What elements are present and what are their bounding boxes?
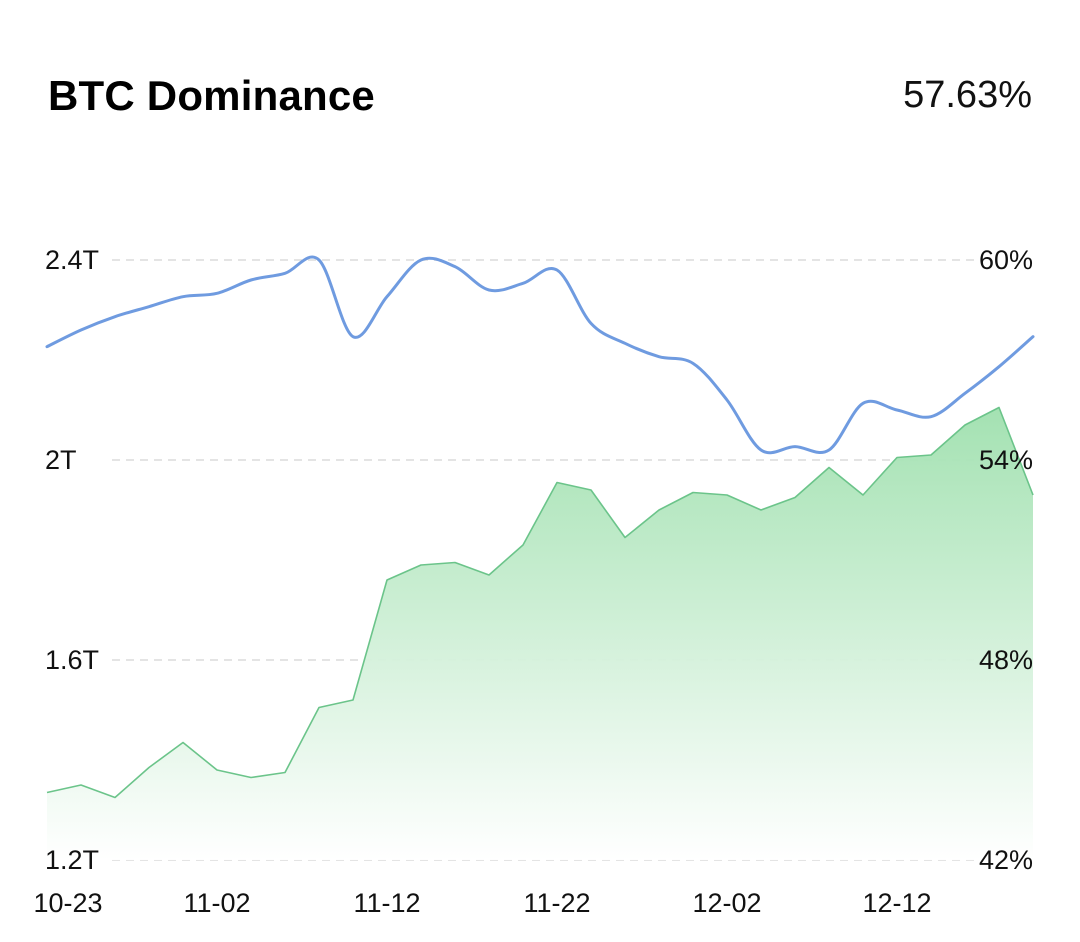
dominance-line-series — [45, 255, 1035, 455]
dominance-point — [760, 449, 762, 451]
dominance-point — [998, 366, 1000, 368]
dominance-point — [896, 409, 898, 411]
dominance-point — [726, 399, 728, 401]
market-cap-point — [488, 574, 490, 576]
right-axis-tick: 48% — [979, 645, 1033, 675]
dominance-point — [964, 393, 966, 395]
dominance-point — [624, 343, 626, 345]
market-cap-point — [522, 544, 524, 546]
chart-title: BTC Dominance — [48, 72, 375, 119]
dominance-point — [46, 346, 48, 348]
dominance-point — [590, 323, 592, 325]
x-axis-tick: 12-12 — [862, 888, 931, 918]
dominance-point — [1032, 336, 1034, 338]
market-cap-point — [216, 769, 218, 771]
market-cap-point — [658, 509, 660, 511]
market-cap-point — [828, 467, 830, 469]
dominance-point — [488, 289, 490, 291]
market-cap-area-line — [46, 406, 1034, 799]
chart-header: BTC Dominance 57.63% — [48, 64, 1032, 128]
market-cap-point — [386, 579, 388, 581]
market-cap-point — [760, 509, 762, 511]
dominance-point — [148, 306, 150, 308]
market-cap-point — [930, 454, 932, 456]
dominance-point — [80, 329, 82, 331]
right-axis-tick: 54% — [979, 445, 1033, 475]
x-axis-tick: 11-12 — [353, 888, 420, 918]
market-cap-point — [964, 424, 966, 426]
right-axis-tick: 42% — [979, 845, 1033, 875]
dominance-point — [828, 449, 830, 451]
dominance-point — [318, 259, 320, 261]
market-cap-point — [318, 707, 320, 709]
x-axis-tick: 11-22 — [523, 888, 590, 918]
left-axis-tick: 1.6T — [45, 645, 99, 675]
market-cap-point — [284, 772, 286, 774]
market-cap-point — [556, 482, 558, 484]
dominance-point — [352, 336, 354, 338]
market-cap-point — [250, 777, 252, 779]
dominance-point — [386, 296, 388, 298]
dominance-value: 57.63% — [903, 74, 1032, 116]
dominance-point — [284, 273, 286, 275]
market-cap-point — [182, 742, 184, 744]
market-cap-point — [352, 699, 354, 701]
market-cap-point — [998, 407, 1000, 409]
market-cap-point — [726, 494, 728, 496]
market-cap-point — [46, 792, 48, 794]
market-cap-point — [420, 564, 422, 566]
dominance-point — [250, 279, 252, 281]
dominance-point — [930, 416, 932, 418]
market-cap-point — [794, 497, 796, 499]
dominance-line — [45, 255, 1035, 455]
dominance-point — [114, 316, 116, 318]
dominance-point — [862, 403, 864, 405]
dominance-point — [658, 356, 660, 358]
market-cap-point — [896, 457, 898, 459]
market-cap-point — [114, 797, 116, 799]
market-cap-area-series — [46, 406, 1034, 860]
market-cap-area-fill — [47, 407, 1033, 860]
dominance-point — [420, 259, 422, 261]
axis-ticks: 2.4T 2T 1.6T 1.2T 60% 54% 48% 42% 10-23 11-02 11-1… — [33, 245, 1033, 918]
left-axis-tick: 2.4T — [45, 245, 99, 275]
x-axis-tick: 10-23 — [33, 888, 102, 918]
dominance-point — [692, 363, 694, 365]
left-axis-tick: 2T — [45, 445, 77, 475]
x-axis-tick: 11-02 — [183, 888, 250, 918]
market-cap-point — [624, 537, 626, 539]
dominance-point — [794, 446, 796, 448]
x-axis-tick: 12-02 — [692, 888, 761, 918]
dominance-point — [454, 266, 456, 268]
dominance-point — [522, 283, 524, 285]
market-cap-point — [148, 767, 150, 769]
market-cap-point — [80, 784, 82, 786]
market-cap-point — [1032, 494, 1034, 496]
right-axis-tick: 60% — [979, 245, 1033, 275]
market-cap-point — [454, 562, 456, 564]
dominance-point — [556, 269, 558, 271]
market-cap-point — [862, 494, 864, 496]
dominance-point — [182, 296, 184, 298]
left-axis-tick: 1.2T — [45, 845, 99, 875]
market-cap-point — [692, 492, 694, 494]
market-cap-point — [590, 489, 592, 491]
dominance-point — [216, 293, 218, 295]
